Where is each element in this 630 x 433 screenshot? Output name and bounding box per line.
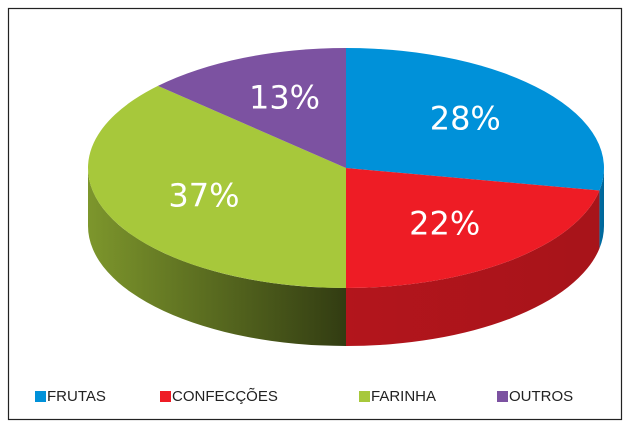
- pie-tops: [87, 48, 604, 289]
- legend-label: FRUTAS: [47, 388, 106, 405]
- pie-slice: [346, 168, 600, 288]
- slice-side: [346, 190, 600, 346]
- legend-label: CONFECÇÕES: [172, 388, 278, 405]
- pie-slice: [346, 48, 604, 191]
- slice-side: [88, 168, 346, 346]
- legend-swatch: [359, 391, 370, 402]
- value-label: 37%: [168, 177, 239, 215]
- legend-swatch: [160, 391, 171, 402]
- value-label: 22%: [409, 204, 480, 242]
- legend-label: OUTROS: [509, 388, 573, 405]
- value-labels: 28% 22% 37% 13%: [168, 79, 500, 243]
- legend-label: FARINHA: [371, 388, 436, 405]
- pie-slice: [87, 85, 346, 289]
- value-label: 28%: [430, 100, 501, 138]
- pie-sides: [88, 168, 604, 346]
- value-label: 13%: [249, 79, 320, 117]
- pie-slice: [157, 48, 346, 168]
- legend: FRUTAS CONFECÇÕES FARINHA OUTROS: [35, 388, 573, 405]
- legend-swatch: [497, 391, 508, 402]
- legend-swatch: [35, 391, 46, 402]
- slice-side: [599, 168, 604, 249]
